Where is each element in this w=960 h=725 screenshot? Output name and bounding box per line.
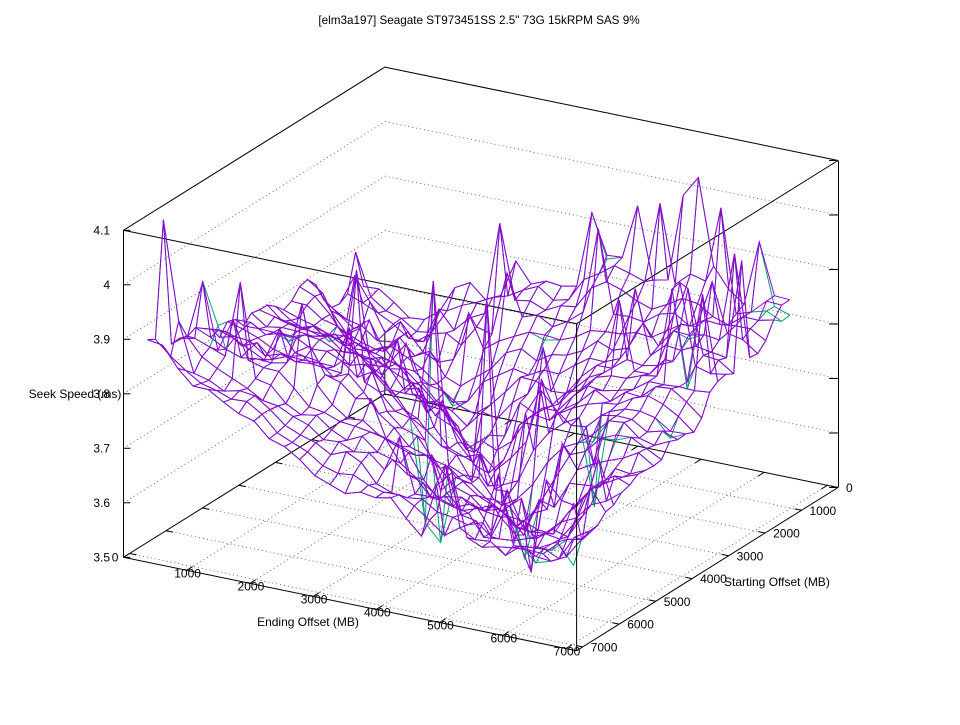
svg-text:1000: 1000 — [174, 566, 201, 580]
svg-text:4.1: 4.1 — [93, 223, 110, 237]
svg-text:6000: 6000 — [490, 632, 517, 646]
svg-text:0: 0 — [846, 481, 853, 495]
svg-text:3.6: 3.6 — [93, 496, 110, 510]
svg-text:3000: 3000 — [301, 592, 328, 606]
svg-text:5000: 5000 — [427, 619, 454, 633]
svg-text:7000: 7000 — [554, 645, 581, 659]
svg-text:4000: 4000 — [700, 572, 727, 586]
svg-text:3.8: 3.8 — [93, 387, 110, 401]
svg-text:3.5: 3.5 — [93, 550, 110, 564]
svg-text:3.9: 3.9 — [93, 332, 110, 346]
svg-text:7000: 7000 — [591, 640, 618, 654]
svg-text:Starting Offset (MB): Starting Offset (MB) — [724, 575, 830, 589]
svg-text:2000: 2000 — [238, 579, 265, 593]
svg-text:Seek Speed (ms): Seek Speed (ms) — [29, 387, 122, 401]
svg-text:4: 4 — [103, 278, 110, 292]
svg-text:3000: 3000 — [737, 549, 764, 563]
svg-text:3.7: 3.7 — [93, 441, 110, 455]
svg-text:[elm3a197] Seagate ST973451SS: [elm3a197] Seagate ST973451SS 2.5" 73G 1… — [318, 14, 639, 27]
svg-text:4000: 4000 — [364, 605, 391, 619]
svg-text:6000: 6000 — [627, 618, 654, 632]
svg-text:5000: 5000 — [664, 595, 691, 609]
svg-text:Ending Offset (MB): Ending Offset (MB) — [257, 615, 359, 629]
svg-text:0: 0 — [112, 550, 119, 564]
svg-text:2000: 2000 — [773, 527, 800, 541]
svg-text:1000: 1000 — [810, 504, 837, 518]
